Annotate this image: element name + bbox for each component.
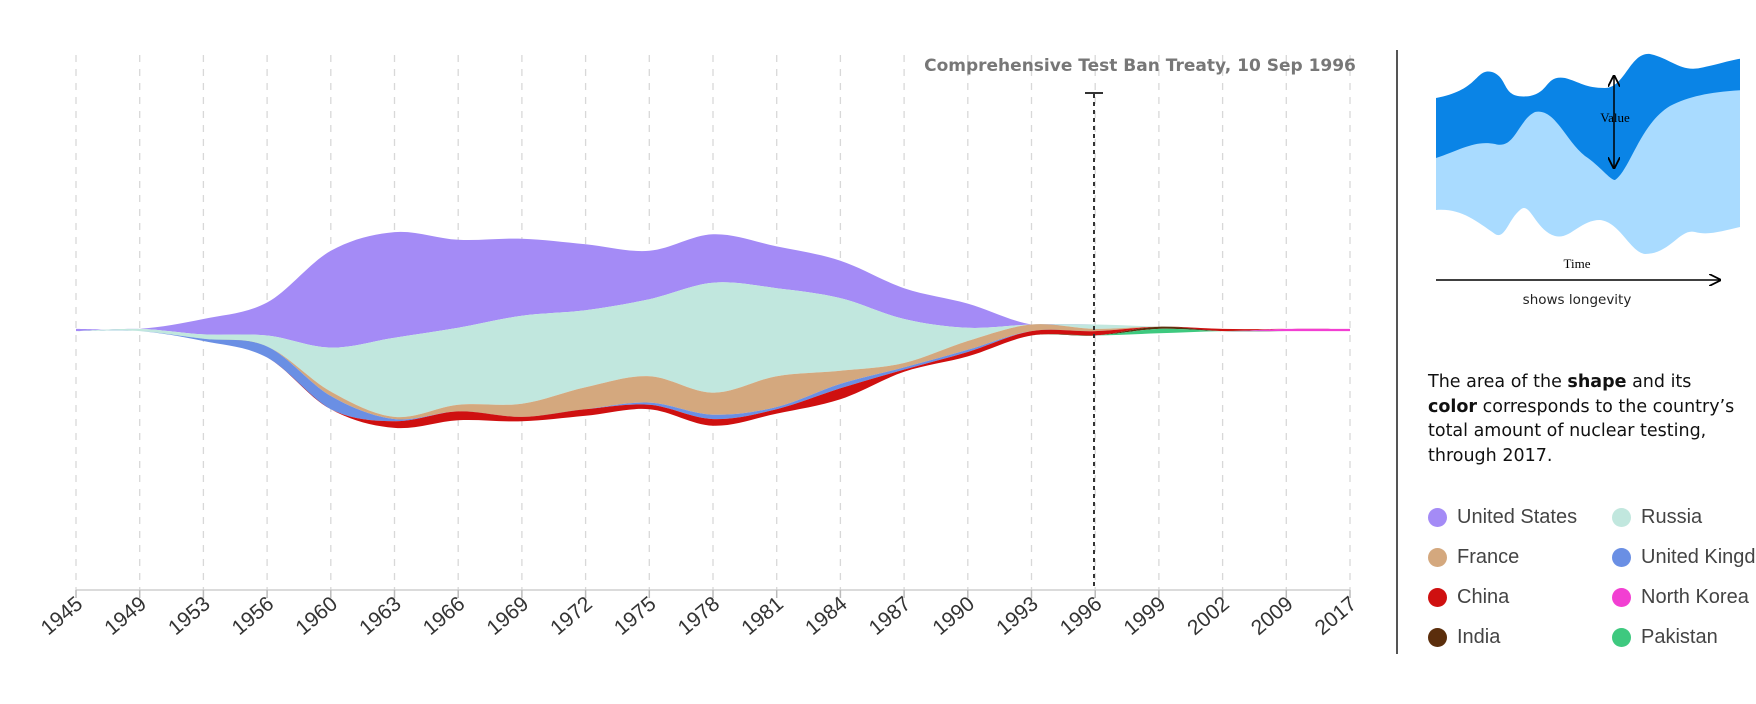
treaty-annotation-label: Comprehensive Test Ban Treaty, 10 Sep 19… (924, 56, 1356, 76)
x-tick-label: 1987 (865, 592, 916, 640)
legend-swatch (1428, 507, 1447, 527)
x-tick-label: 1990 (928, 592, 979, 640)
legend-item-russia: Russia (1612, 504, 1702, 530)
legend-item-china: China (1428, 584, 1509, 610)
x-axis-ticks: 1945 1949 1953 1956 1960 1963 1966 1969 1972 1975… (37, 590, 1362, 640)
explainer-diagram: Value Time shows longevity (1436, 53, 1740, 308)
x-tick-label: 1949 (100, 592, 151, 640)
x-tick-label: 1953 (164, 592, 215, 640)
legend-swatch (1428, 627, 1447, 647)
x-tick-label: 1996 (1056, 592, 1107, 640)
legend-swatch (1612, 587, 1631, 607)
streamgraph-chart: 1945 1949 1953 1956 1960 1963 1966 1969 1972 1975… (37, 55, 1362, 640)
legend-label: North Korea (1641, 585, 1749, 608)
desc-text-3: corresponds to the country’s total amoun… (1428, 396, 1735, 466)
legend-swatch (1612, 547, 1631, 567)
x-tick-label: 1956 (228, 592, 279, 640)
x-tick-label: 1975 (610, 592, 661, 640)
legend-label: China (1457, 585, 1510, 608)
time-label: Time (1564, 256, 1591, 271)
x-tick-label: 1963 (355, 592, 406, 640)
legend-label: United Kingdom (1641, 545, 1756, 568)
stream-layer-us (76, 231, 1350, 348)
legend-item-united-states: United States (1428, 504, 1577, 530)
explainer-caption: shows longevity (1523, 292, 1632, 308)
legend-label: Russia (1641, 505, 1703, 528)
legend-label: Pakistan (1641, 625, 1718, 648)
panel-divider (1396, 50, 1398, 654)
chart-description: The area of the shape and its color corr… (1428, 370, 1744, 468)
treaty-annotation: Comprehensive Test Ban Treaty, 10 Sep 19… (924, 56, 1356, 590)
legend-swatch (1612, 507, 1631, 527)
legend-item-india: India (1428, 624, 1500, 650)
x-tick-label: 2017 (1311, 592, 1362, 640)
x-tick-label: 1960 (291, 592, 342, 640)
legend-item-pakistan: Pakistan (1612, 624, 1718, 650)
legend-label: India (1457, 625, 1501, 648)
legend-swatch (1428, 587, 1447, 607)
stream-layer-ru (76, 282, 1350, 418)
explainer-light-layer (1436, 90, 1740, 254)
legend-item-france: France (1428, 544, 1519, 570)
legend-label: France (1457, 545, 1520, 568)
desc-text-1: The area of the (1428, 372, 1568, 392)
x-tick-label: 1978 (674, 592, 725, 640)
legend-item-north-korea: North Korea (1612, 584, 1749, 610)
legend-swatch (1428, 547, 1447, 567)
x-tick-label: 1993 (992, 592, 1043, 640)
x-tick-label: 2002 (1183, 592, 1234, 640)
x-tick-label: 1945 (37, 592, 88, 640)
x-tick-label: 1984 (801, 592, 852, 640)
desc-bold-color: color (1428, 396, 1478, 417)
x-tick-label: 1966 (419, 592, 470, 640)
x-tick-label: 1999 (1120, 592, 1171, 640)
legend-label: United States (1457, 505, 1578, 528)
x-tick-label: 2009 (1247, 592, 1298, 640)
stream-layers (76, 231, 1350, 429)
desc-text-2: and its (1626, 372, 1692, 392)
value-label: Value (1600, 110, 1630, 125)
legend-swatch (1612, 627, 1631, 647)
stream-layer-fr (76, 324, 1350, 420)
x-tick-label: 1981 (737, 592, 788, 640)
desc-bold-shape: shape (1567, 372, 1627, 392)
x-tick-label: 1969 (483, 592, 534, 640)
x-tick-label: 1972 (546, 592, 597, 640)
legend-item-united-kingdom: United Kingdom (1612, 544, 1756, 570)
